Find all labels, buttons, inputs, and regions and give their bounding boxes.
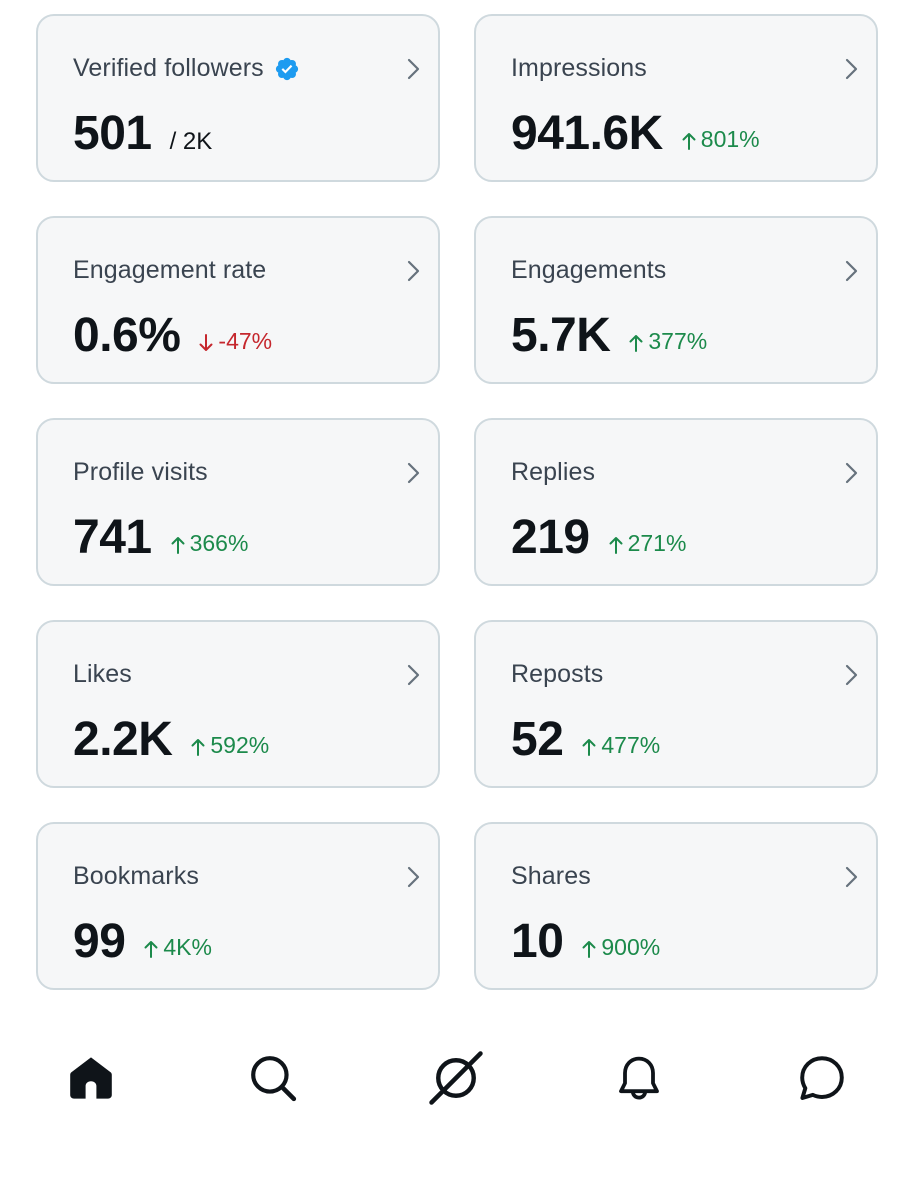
chevron-right-icon [407, 664, 420, 686]
nav-messages[interactable] [794, 1050, 850, 1106]
value-row: 501 / 2K [73, 106, 212, 161]
metric-delta: 477% [581, 732, 660, 759]
metric-value: 741 [73, 511, 152, 564]
metric-value: 10 [511, 915, 564, 968]
arrow-up-icon [682, 133, 696, 150]
metric-delta: 592% [190, 732, 269, 759]
arrow-up-icon [144, 941, 158, 958]
card-label: Replies [511, 458, 596, 486]
arrow-up-icon [582, 941, 596, 958]
nav-search[interactable] [245, 1050, 301, 1106]
messages-icon [800, 1056, 844, 1100]
nav-notifications[interactable] [611, 1050, 667, 1106]
card-label: Shares [511, 862, 591, 890]
metric-value: 5.7K [511, 309, 611, 362]
chevron-right-icon [845, 58, 858, 80]
arrow-up-icon [191, 739, 205, 756]
metric-delta: 377% [628, 328, 707, 355]
grok-icon [429, 1051, 483, 1105]
card-verified-followers[interactable]: Verified followers 501 / 2K [36, 14, 440, 182]
metric-delta-value: 592% [210, 731, 270, 758]
metric-delta: 271% [608, 529, 687, 557]
card-likes[interactable]: Likes 2.2K 592% [36, 620, 440, 788]
card-engagement-rate[interactable]: Engagement rate 0.6% -47% [36, 216, 440, 384]
arrow-up-icon [629, 335, 643, 352]
metric-delta: 366% [170, 529, 249, 557]
card-shares[interactable]: Shares 10 900% [474, 822, 878, 990]
notifications-icon [619, 1056, 659, 1100]
nav-home[interactable] [63, 1050, 119, 1106]
value-row: 99 4K% [73, 914, 212, 969]
chevron-right-icon [407, 260, 420, 282]
metric-delta-value: 377% [648, 327, 708, 354]
arrow-down-icon [199, 334, 213, 351]
verified-badge-icon [275, 57, 298, 80]
card-label: Profile visits [73, 458, 208, 486]
card-profile-visits[interactable]: Profile visits 741 366% [36, 418, 440, 586]
metric-delta-value: 271% [627, 529, 687, 556]
chevron-right-icon [407, 58, 420, 80]
value-row: 0.6% -47% [73, 308, 272, 363]
card-label: Engagement rate [73, 256, 267, 284]
metric-delta: 900% [581, 934, 660, 961]
arrow-up-icon [609, 537, 623, 554]
value-row: 10 900% [511, 914, 660, 969]
metric-value: 219 [511, 511, 590, 564]
analytics-grid: Verified followers 501 / 2K Impressions … [36, 14, 878, 990]
card-label: Verified followers [73, 54, 264, 82]
metric-delta: 801% [681, 126, 760, 153]
metric-value: 2.2K [73, 713, 173, 766]
metric-value: 99 [73, 915, 126, 968]
nav-grok[interactable] [428, 1050, 484, 1106]
chevron-right-icon [845, 664, 858, 686]
card-label: Engagements [511, 256, 667, 284]
metric-value: 52 [511, 713, 564, 766]
chevron-right-icon [845, 260, 858, 282]
metric-limit: / 2K [169, 128, 213, 155]
value-row: 941.6K 801% [511, 106, 760, 161]
card-bookmarks[interactable]: Bookmarks 99 4K% [36, 822, 440, 990]
chevron-right-icon [845, 866, 858, 888]
card-label-row: Verified followers [73, 54, 300, 83]
metric-delta-value: 4K% [163, 933, 212, 960]
arrow-up-icon [582, 739, 596, 756]
card-impressions[interactable]: Impressions 941.6K 801% [474, 14, 878, 182]
value-row: 2.2K 592% [73, 712, 269, 767]
metric-delta-value: 801% [700, 125, 760, 152]
home-icon [70, 1057, 112, 1099]
value-row: 5.7K 377% [511, 308, 707, 363]
card-engagements[interactable]: Engagements 5.7K 377% [474, 216, 878, 384]
value-row: 219 271% [511, 510, 686, 565]
value-row: 52 477% [511, 712, 660, 767]
chevron-right-icon [407, 866, 420, 888]
card-label: Bookmarks [73, 862, 199, 890]
chevron-right-icon [845, 462, 858, 484]
card-label: Reposts [511, 660, 604, 688]
bottom-nav-bar [0, 1030, 914, 1122]
metric-delta: -47% [198, 328, 272, 355]
metric-delta: 4K% [143, 934, 212, 961]
metric-value: 501 [73, 107, 152, 160]
metric-delta-value: 477% [601, 731, 661, 758]
metric-value: 0.6% [73, 309, 181, 362]
card-replies[interactable]: Replies 219 271% [474, 418, 878, 586]
card-label: Impressions [511, 54, 647, 82]
card-reposts[interactable]: Reposts 52 477% [474, 620, 878, 788]
chevron-right-icon [407, 462, 420, 484]
value-row: 741 366% [73, 510, 248, 565]
metric-value: 941.6K [511, 107, 663, 160]
metric-delta-value: 366% [189, 529, 249, 556]
search-icon [251, 1056, 297, 1102]
metric-delta-value: -47% [218, 327, 273, 354]
metric-delta-value: 900% [601, 933, 661, 960]
card-label: Likes [73, 660, 132, 688]
arrow-up-icon [171, 537, 185, 554]
